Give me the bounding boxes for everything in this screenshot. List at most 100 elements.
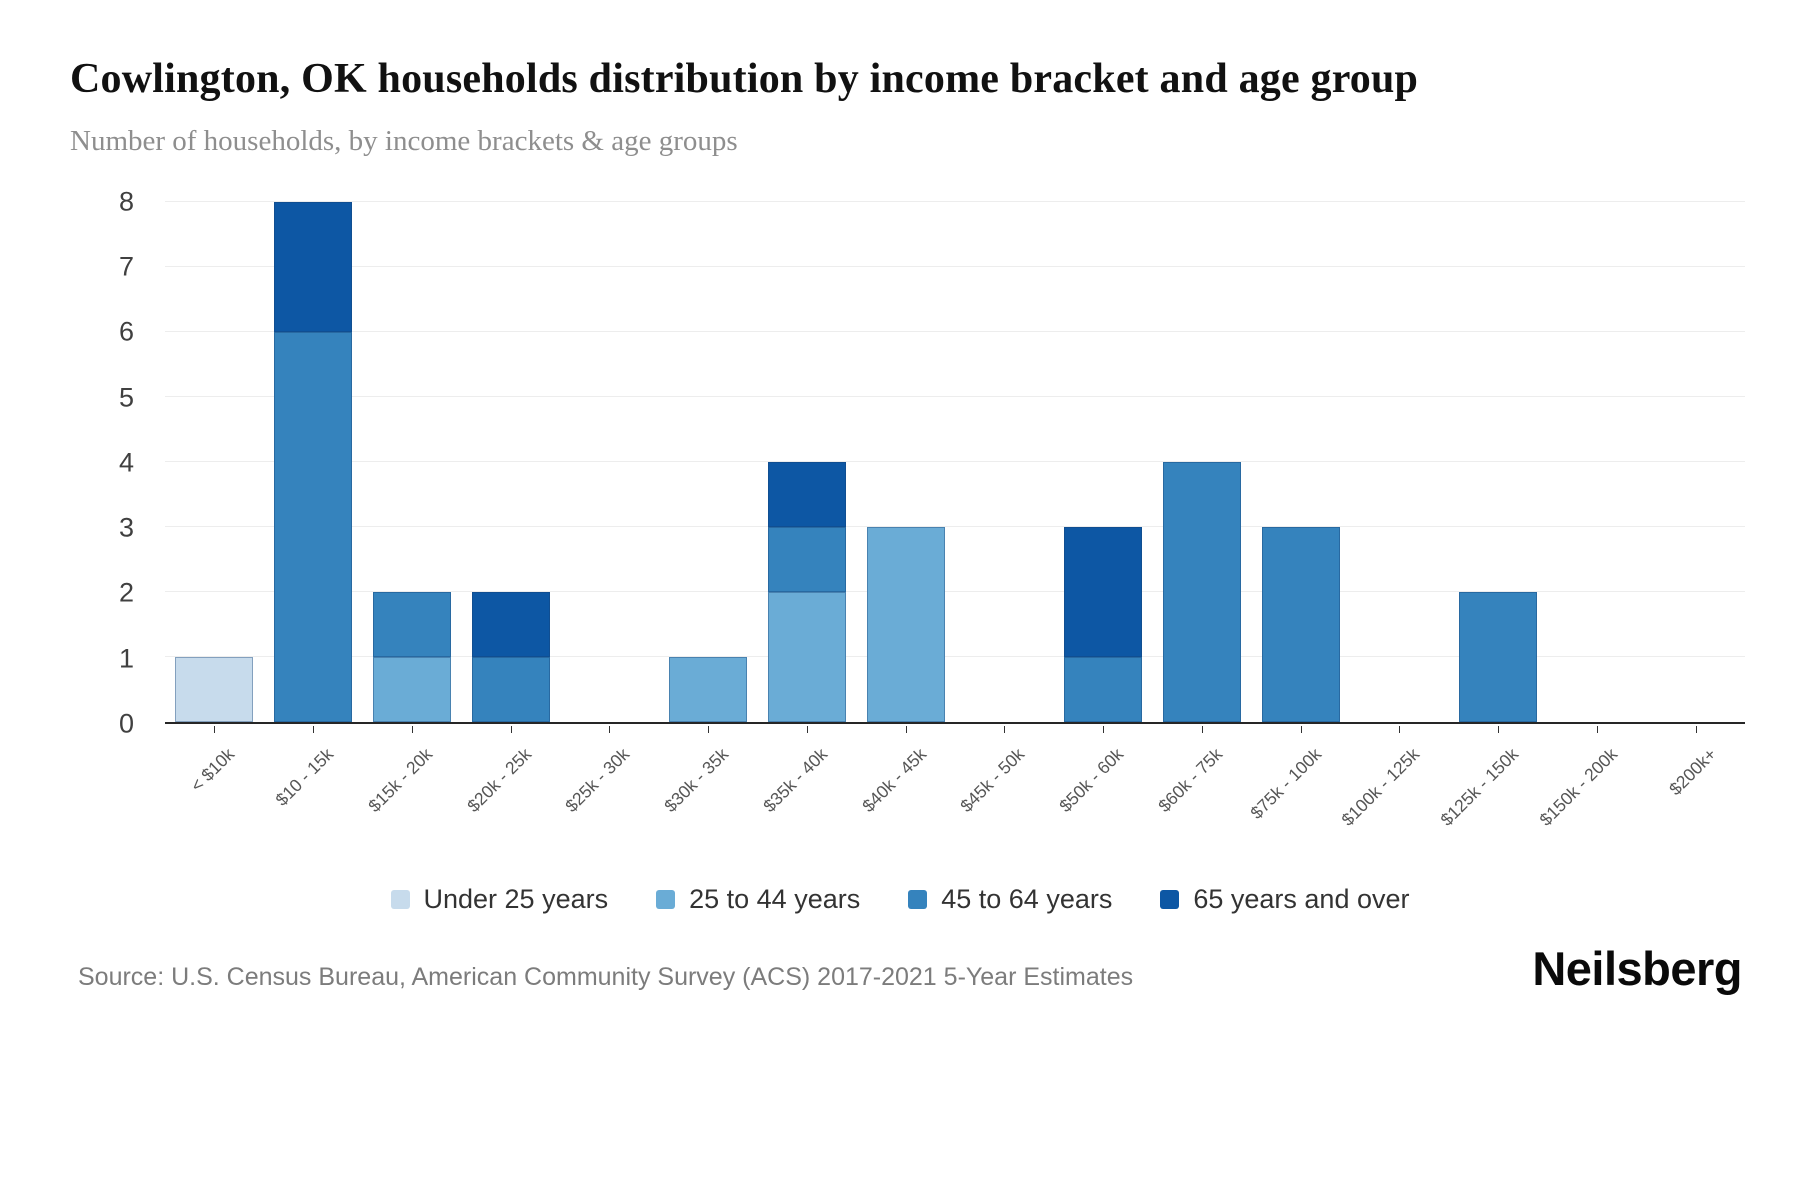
x-axis-label: $10 - 15k xyxy=(271,743,338,810)
y-axis-label: 5 xyxy=(118,382,134,413)
bar-segment[interactable] xyxy=(866,526,945,722)
bar-segment[interactable] xyxy=(767,591,846,722)
bar-segment[interactable] xyxy=(1064,526,1143,657)
x-tick xyxy=(1004,725,1006,733)
x-axis-label: $20k - 25k xyxy=(462,743,535,816)
bar-column xyxy=(1153,202,1252,722)
bar-segment[interactable] xyxy=(372,656,451,722)
gridline xyxy=(165,395,1745,397)
bar-column xyxy=(363,202,462,722)
bar-segment[interactable] xyxy=(669,656,748,722)
x-axis-label: $35k - 40k xyxy=(759,743,832,816)
legend-swatch xyxy=(656,889,676,909)
chart-area: 0 1 2 3 4 5 6 7 8 < $10k $10 - 15k $15k - 20k $20k … xyxy=(70,186,1745,870)
bar-column xyxy=(856,202,955,722)
chart-footer: Source: U.S. Census Bureau, American Com… xyxy=(78,945,1742,992)
bar-segment[interactable] xyxy=(274,331,353,722)
bar-segment[interactable] xyxy=(471,591,550,657)
x-axis-label: $125k - 150k xyxy=(1436,743,1523,830)
x-axis-label: $60k - 75k xyxy=(1154,743,1227,816)
bar-column xyxy=(659,202,758,722)
bar-segment[interactable] xyxy=(372,591,451,657)
y-axis-label: 7 xyxy=(118,251,134,282)
gridline xyxy=(165,590,1745,592)
legend-item[interactable]: Under 25 years xyxy=(390,883,609,915)
bar-segment[interactable] xyxy=(274,201,353,332)
legend-label: 25 to 44 years xyxy=(689,883,861,914)
legend-item[interactable]: 65 years and over xyxy=(1160,883,1410,915)
chart-legend: Under 25 years 25 to 44 years 45 to 64 yea… xyxy=(0,884,1800,915)
y-axis-labels: 0 1 2 3 4 5 6 7 8 xyxy=(70,186,148,738)
gridline xyxy=(165,200,1745,202)
plot-area xyxy=(165,200,1745,724)
x-tick xyxy=(411,725,413,733)
legend-label: Under 25 years xyxy=(423,883,609,914)
y-axis-label: 3 xyxy=(118,512,134,543)
x-tick xyxy=(214,725,216,733)
chart-header: Cowlington, OK households distribution b… xyxy=(0,0,1800,158)
bar-segment[interactable] xyxy=(767,461,846,527)
x-axis-label: $50k - 60k xyxy=(1055,743,1128,816)
x-axis-label: $40k - 45k xyxy=(857,743,930,816)
bars-container xyxy=(165,201,1745,722)
bar-segment[interactable] xyxy=(1459,591,1538,722)
legend-swatch xyxy=(390,889,410,909)
legend-item[interactable]: 25 to 44 years xyxy=(656,884,860,915)
source-note: Source: U.S. Census Bureau, American Com… xyxy=(78,962,1134,991)
gridline xyxy=(165,265,1745,267)
neilsberg-logo: Neilsberg xyxy=(1532,941,1742,995)
page-title: Cowlington, OK households distribution b… xyxy=(70,56,1419,102)
legend-label: 65 years and over xyxy=(1193,883,1410,914)
gridline xyxy=(165,460,1745,462)
y-axis-label: 4 xyxy=(118,447,134,478)
bar-column xyxy=(1251,202,1350,722)
bar-segment[interactable] xyxy=(1064,656,1143,722)
gridline xyxy=(165,525,1745,527)
x-tick xyxy=(313,725,315,733)
bar-column xyxy=(165,202,264,722)
bar-segment[interactable] xyxy=(175,656,254,722)
x-tick xyxy=(1300,725,1302,733)
x-tick xyxy=(1596,725,1598,733)
bar-column xyxy=(560,202,659,722)
x-axis-label: $100k - 125k xyxy=(1337,743,1424,830)
gridline xyxy=(165,655,1745,657)
x-axis-label: $150k - 200k xyxy=(1535,743,1622,830)
bar-column xyxy=(461,202,560,722)
bar-column xyxy=(955,202,1054,722)
bar-segment[interactable] xyxy=(1162,461,1241,722)
x-tick xyxy=(1498,725,1500,733)
x-axis-label: < $10k xyxy=(186,743,239,796)
y-axis-label: 6 xyxy=(118,316,134,347)
x-axis-labels: < $10k $10 - 15k $15k - 20k $20k - 25k $25k … xyxy=(165,736,1745,866)
x-axis-label: $15k - 20k xyxy=(364,743,437,816)
y-axis-label: 1 xyxy=(118,643,134,674)
x-axis-label: $25k - 30k xyxy=(561,743,634,816)
y-axis-label: 8 xyxy=(118,186,134,217)
x-axis-label: $45k - 50k xyxy=(956,743,1029,816)
bar-column xyxy=(1548,202,1647,722)
y-axis-label: 0 xyxy=(118,708,134,739)
bar-segment[interactable] xyxy=(1261,526,1340,722)
bar-column xyxy=(1350,202,1449,722)
x-tick xyxy=(1399,725,1401,733)
x-tick xyxy=(510,725,512,733)
x-tick xyxy=(609,725,611,733)
legend-swatch xyxy=(908,889,928,909)
x-tick xyxy=(1103,725,1105,733)
page-subtitle: Number of households, by income brackets… xyxy=(70,124,738,157)
bar-column xyxy=(1449,202,1548,722)
legend-swatch xyxy=(1160,889,1180,909)
gridline xyxy=(165,330,1745,332)
x-tick xyxy=(1695,725,1697,733)
bar-column xyxy=(758,202,857,722)
bar-segment[interactable] xyxy=(471,656,550,722)
legend-item[interactable]: 45 to 64 years xyxy=(908,884,1112,915)
bar-segment[interactable] xyxy=(767,526,846,592)
x-tick xyxy=(806,725,808,733)
legend-label: 45 to 64 years xyxy=(941,883,1113,914)
bar-column xyxy=(1646,202,1745,722)
x-axis-label: $75k - 100k xyxy=(1245,743,1325,823)
x-axis-ticks xyxy=(165,724,1745,733)
